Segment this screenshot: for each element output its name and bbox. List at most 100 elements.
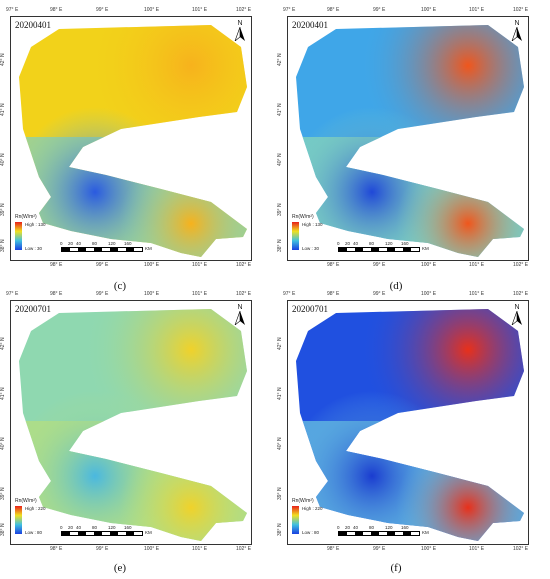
legend-low-label: Low : 80 [25, 530, 43, 535]
top-tick-label: 97° E [283, 291, 296, 297]
left-tick-label: 38° N [277, 239, 283, 252]
top-tick-label: 99° E [373, 291, 386, 297]
top-tick-label: 100° E [421, 291, 437, 297]
north-arrow-icon: N [233, 20, 247, 42]
map-panel-c: 97° E 98° E 99° E 100° E 101° E 102° E 98° E 99… [0, 7, 252, 268]
scale-label: 120 [108, 241, 116, 246]
panel-caption: (f) [390, 562, 402, 574]
scale-unit: KM [422, 246, 429, 251]
bottom-tick-label: 102° E [513, 546, 529, 552]
legend-low-label: Low : 30 [25, 246, 43, 251]
bottom-tick-label: 99° E [373, 546, 386, 552]
top-tick-label: 99° E [96, 7, 109, 13]
map-date-label: 20200401 [15, 20, 51, 30]
top-tick-label: 102° E [236, 291, 252, 297]
bottom-tick-label: 98° E [327, 546, 340, 552]
top-tick-label: 102° E [513, 7, 529, 13]
scale-label: 80 [92, 525, 98, 530]
raster-map [296, 25, 524, 257]
scale-label: 40 [76, 525, 82, 530]
scale-label: 80 [92, 241, 98, 246]
top-tick-label: 97° E [283, 7, 296, 13]
top-tick-label: 102° E [513, 291, 529, 297]
scale-bar: 0 20 40 80 120 160 KM [60, 241, 152, 253]
left-tick-label: 38° N [0, 239, 6, 252]
legend-low-label: Low : 30 [302, 246, 320, 251]
bottom-tick-label: 101° E [469, 546, 485, 552]
scale-label: 20 [68, 525, 74, 530]
scale-label: 40 [353, 241, 359, 246]
bottom-tick-label: 99° E [96, 262, 109, 268]
top-tick-label: 98° E [50, 291, 63, 297]
legend-high-label: High : 220 [25, 506, 46, 511]
color-legend: Rn(W/m²) High : 220 Low : 80 [292, 498, 332, 538]
top-tick-label: 100° E [421, 7, 437, 13]
map-date-label: 20200701 [15, 304, 51, 314]
scale-label: 160 [401, 525, 409, 530]
map-date-label: 20200701 [292, 304, 328, 314]
top-tick-label: 98° E [327, 291, 340, 297]
map-frame: 20200401 N Rn(W/m²) High : 130 Low : 30 0 20 40… [287, 16, 529, 261]
panel-caption: (e) [113, 562, 127, 574]
legend-title: Rn(W/m²) [292, 498, 314, 504]
legend-high-label: High : 220 [302, 506, 323, 511]
north-arrow-icon: N [510, 20, 524, 42]
raster-map [19, 309, 247, 541]
scale-bar: 0 20 40 80 120 160 KM [337, 525, 429, 537]
top-tick-label: 98° E [50, 7, 63, 13]
left-tick-label: 38° N [277, 523, 283, 536]
bottom-tick-label: 98° E [50, 546, 63, 552]
scale-label: 160 [124, 241, 132, 246]
scale-label: 80 [369, 241, 375, 246]
bottom-tick-label: 100° E [421, 546, 437, 552]
left-tick-label: 40° N [277, 437, 283, 450]
panel-caption: (d) [389, 280, 403, 292]
top-tick-label: 100° E [144, 7, 160, 13]
legend-low-label: Low : 80 [302, 530, 320, 535]
scale-label: 120 [108, 525, 116, 530]
legend-title: Rn(W/m²) [15, 498, 37, 504]
top-tick-label: 101° E [469, 7, 485, 13]
top-tick-label: 99° E [373, 7, 386, 13]
scale-label: 0 [60, 241, 63, 246]
scale-unit: KM [422, 530, 429, 535]
legend-color-bar [292, 506, 299, 534]
scale-label: 40 [353, 525, 359, 530]
left-tick-label: 41° N [277, 387, 283, 400]
scale-label: 0 [337, 525, 340, 530]
left-tick-label: 41° N [0, 387, 6, 400]
scale-label: 120 [385, 241, 393, 246]
top-tick-label: 97° E [6, 7, 19, 13]
map-date-label: 20200401 [292, 20, 328, 30]
map-panel-f: 97° E 98° E 99° E 100° E 101° E 102° E 98° E 99… [277, 291, 529, 552]
north-label: N [514, 20, 520, 27]
top-tick-label: 100° E [144, 291, 160, 297]
bottom-tick-label: 101° E [192, 262, 208, 268]
legend-title: Rn(W/m²) [292, 214, 314, 220]
top-tick-label: 101° E [469, 291, 485, 297]
left-tick-label: 39° N [0, 487, 6, 500]
bottom-tick-label: 101° E [469, 262, 485, 268]
top-tick-label: 98° E [327, 7, 340, 13]
bottom-tick-label: 100° E [421, 262, 437, 268]
panel-caption: (c) [113, 280, 127, 292]
scale-label: 80 [369, 525, 375, 530]
left-tick-label: 40° N [0, 153, 6, 166]
bottom-tick-label: 98° E [50, 262, 63, 268]
legend-high-label: High : 130 [25, 222, 46, 227]
bottom-tick-label: 99° E [96, 546, 109, 552]
legend-color-bar [292, 222, 299, 250]
north-label: N [237, 304, 243, 311]
scale-label: 20 [345, 241, 351, 246]
scale-label: 0 [337, 241, 340, 246]
north-arrow-icon: N [510, 304, 524, 326]
bottom-tick-label: 100° E [144, 546, 160, 552]
north-label: N [514, 304, 520, 311]
bottom-tick-label: 102° E [236, 262, 252, 268]
left-tick-label: 42° N [277, 337, 283, 350]
bottom-tick-label: 101° E [192, 546, 208, 552]
north-label: N [237, 20, 243, 27]
color-legend: Rn(W/m²) High : 130 Low : 30 [15, 214, 55, 254]
bottom-tick-label: 100° E [144, 262, 160, 268]
map-frame: 20200401 N Rn(W/m²) High : 130 Low : 30 0 20 40… [10, 16, 252, 261]
